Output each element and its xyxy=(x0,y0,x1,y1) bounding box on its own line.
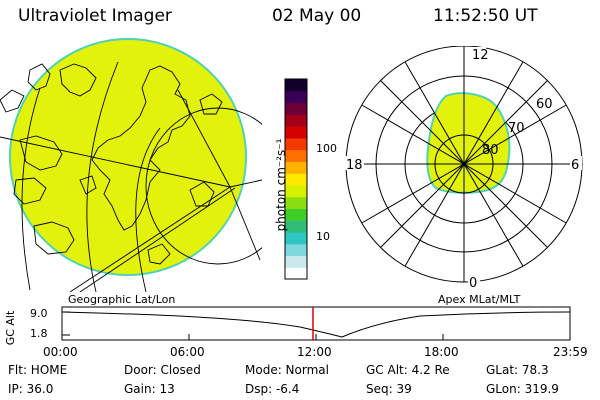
mlat-label-60: 60 xyxy=(536,97,553,112)
geographic-longitude: GLon: 319.9 xyxy=(486,382,559,396)
time-label: 11:52:50 UT xyxy=(433,6,538,26)
colorbar-segment xyxy=(285,220,307,233)
polar-mlat-mlt-plot: 12 0 18 6 60 70 80 xyxy=(344,46,583,291)
colorbar-segment xyxy=(285,114,307,127)
geographic-image-panel xyxy=(0,38,262,292)
colorbar-tick-10: 10 xyxy=(316,230,330,243)
time-tick-1800: 18:00 xyxy=(424,345,459,359)
time-tick-0600: 06:00 xyxy=(170,345,205,359)
color-scale-bar xyxy=(284,78,308,280)
colorbar-segment xyxy=(285,161,307,174)
gain-value: Gain: 13 xyxy=(124,382,175,396)
orbit-altitude-curve xyxy=(61,311,571,338)
sequence-value: Seq: 39 xyxy=(366,382,412,396)
altitude-time-plot xyxy=(61,306,571,341)
colorbar-segment xyxy=(285,149,307,162)
colorbar-segment xyxy=(285,231,307,245)
altitude-tick-9: 9.0 xyxy=(30,307,48,320)
altitude-axis-label: GC Alt xyxy=(4,310,17,346)
altitude-tick-1-8: 1.8 xyxy=(30,327,48,340)
instrument-title: Ultraviolet Imager xyxy=(18,6,172,26)
graticule xyxy=(0,61,262,292)
mlt-label-0: 0 xyxy=(469,276,477,291)
colorbar-segment xyxy=(285,126,307,139)
colorbar-tick-100: 100 xyxy=(316,142,337,155)
colorbar-segment xyxy=(285,137,307,151)
colorbar-segment xyxy=(285,102,307,115)
apex-label: Apex MLat/MLT xyxy=(438,293,521,306)
mlat-label-80: 80 xyxy=(482,143,499,158)
colorbar-segment xyxy=(285,196,307,210)
mlt-label-18: 18 xyxy=(346,158,363,173)
colorbar-segment xyxy=(285,90,307,104)
auroral-oval-region xyxy=(426,92,511,194)
dsp-value: Dsp: -6.4 xyxy=(245,382,300,396)
time-tick-0000: 00:00 xyxy=(43,345,78,359)
colorbar-segment xyxy=(285,243,307,257)
colorbar-segment xyxy=(285,255,307,268)
mlt-label-6: 6 xyxy=(571,158,579,173)
colorbar-segment xyxy=(285,79,307,92)
door-status: Door: Closed xyxy=(124,363,201,377)
colorbar-segment xyxy=(285,208,307,221)
ip-value: IP: 36.0 xyxy=(8,382,54,396)
gc-altitude-status: GC Alt: 4.2 Re xyxy=(366,363,450,377)
mlat-label-70: 70 xyxy=(508,121,525,136)
mode-status: Mode: Normal xyxy=(245,363,329,377)
time-tick-2359: 23:59 xyxy=(553,345,588,359)
geographic-label: Geographic Lat/Lon xyxy=(68,293,176,306)
time-tick-1200: 12:00 xyxy=(297,345,332,359)
colorbar-frame xyxy=(284,78,308,280)
colorbar-unit-label: photon cm⁻²s⁻¹ xyxy=(274,138,288,232)
colorbar-segment xyxy=(285,267,307,280)
flight-status: Flt: HOME xyxy=(8,363,68,377)
colorbar-segment xyxy=(285,173,307,186)
mlt-label-12: 12 xyxy=(472,48,489,63)
auroral-image-disk xyxy=(9,38,247,276)
colorbar-segment xyxy=(285,184,307,198)
geographic-latitude: GLat: 78.3 xyxy=(486,363,549,377)
date-label: 02 May 00 xyxy=(272,6,362,26)
